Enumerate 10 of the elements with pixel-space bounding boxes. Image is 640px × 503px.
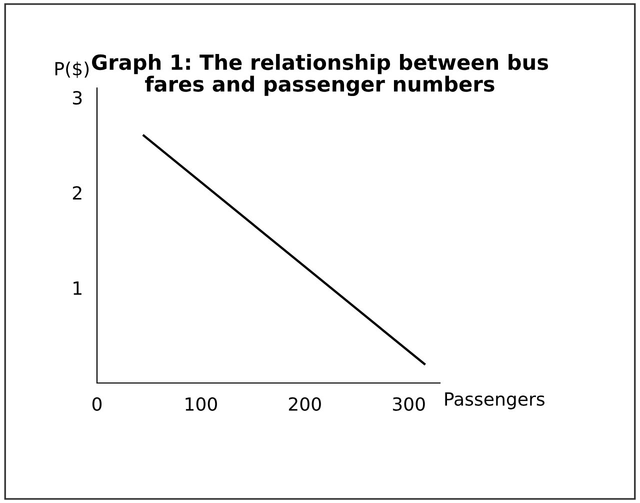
x-axis-title: Passengers <box>445 392 544 410</box>
y-tick-label: 1 <box>74 282 82 295</box>
x-tick-label: 0 <box>92 397 102 411</box>
chart-title: Graph 1: The relationship between bus fares and passenger numbers <box>92 54 548 96</box>
y-tick-label: 3 <box>73 90 82 105</box>
x-tick-label: 100 <box>186 397 217 411</box>
y-axis-title: P($) <box>55 62 89 78</box>
y-tick-label: 2 <box>72 186 82 200</box>
x-tick-label: 300 <box>392 397 425 411</box>
x-tick-label: 200 <box>288 397 321 411</box>
